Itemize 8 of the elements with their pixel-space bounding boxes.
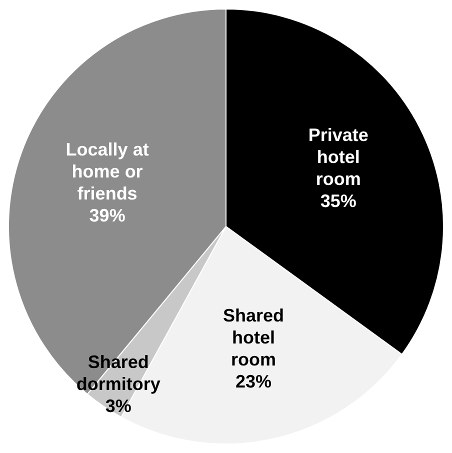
slice-label: Shared hotel room — [223, 306, 284, 370]
data-label: 3% — [105, 396, 132, 416]
data-label: 35% — [320, 191, 356, 212]
slice-label: Private hotel room — [308, 125, 368, 190]
data-label: 39% — [89, 206, 126, 226]
slice-label: Locally at home or friends — [66, 140, 149, 204]
slice-label: Shared dormitory — [76, 352, 160, 394]
data-label: 23% — [236, 372, 272, 392]
